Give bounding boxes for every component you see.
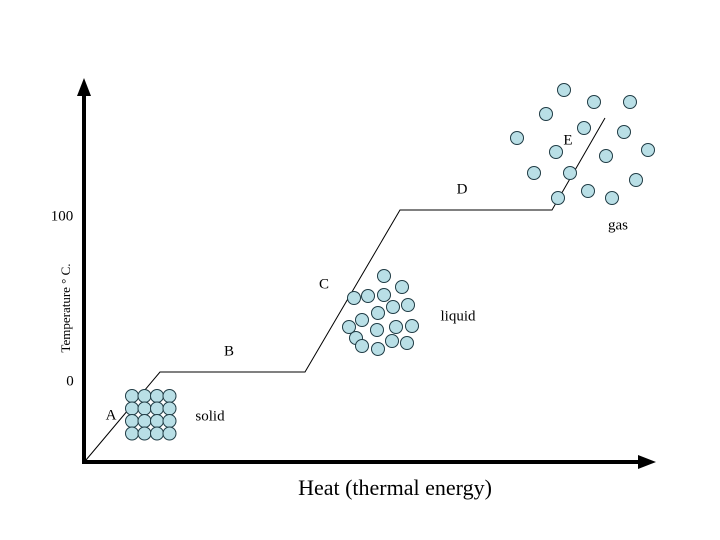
x-axis-arrow bbox=[638, 455, 656, 469]
gas-particle bbox=[587, 95, 601, 109]
tick-label: 100 bbox=[51, 208, 74, 224]
gas-particle bbox=[629, 173, 643, 187]
liquid-particle bbox=[342, 320, 356, 334]
liquid-particle bbox=[400, 336, 414, 350]
gas-particle bbox=[623, 95, 637, 109]
liquid-particle bbox=[371, 342, 385, 356]
solid-particle bbox=[162, 401, 177, 416]
solid-particle bbox=[125, 401, 139, 416]
solid-particle bbox=[125, 426, 139, 441]
phase-label: solid bbox=[195, 408, 225, 424]
y-axis-label: Temperature ° C. bbox=[58, 263, 73, 352]
tick-label: 0 bbox=[66, 373, 74, 389]
phase-label: gas bbox=[608, 217, 628, 233]
solid-particle bbox=[162, 426, 177, 441]
gas-particle bbox=[510, 131, 524, 145]
gas-particle bbox=[577, 121, 591, 135]
liquid-particle bbox=[361, 289, 375, 303]
gas-particle bbox=[527, 166, 541, 180]
solid-particle bbox=[162, 414, 177, 428]
axes bbox=[77, 78, 656, 469]
liquid-particle bbox=[370, 323, 384, 337]
liquid-particle bbox=[371, 306, 385, 320]
point-label: B bbox=[224, 343, 234, 359]
solid-particle bbox=[150, 401, 164, 416]
liquid-particle bbox=[355, 339, 369, 353]
point-label: A bbox=[106, 407, 117, 423]
liquid-particle bbox=[401, 298, 415, 312]
gas-particle bbox=[617, 125, 631, 139]
gas-particle bbox=[549, 145, 563, 159]
liquid-particle bbox=[386, 300, 400, 314]
solid-particle bbox=[125, 389, 139, 403]
gas-particle bbox=[563, 166, 577, 180]
liquid-particle bbox=[389, 320, 403, 334]
liquid-particle bbox=[347, 291, 361, 305]
solid-particle bbox=[162, 389, 177, 403]
gas-particle bbox=[599, 149, 613, 163]
gas-particle bbox=[539, 107, 553, 121]
point-label: D bbox=[457, 181, 468, 197]
liquid-particle bbox=[395, 280, 409, 294]
solid-particle bbox=[150, 389, 164, 403]
liquid-particle bbox=[355, 313, 369, 327]
gas-particle bbox=[557, 83, 571, 97]
solid-particle bbox=[150, 426, 164, 441]
gas-particle bbox=[551, 191, 565, 205]
liquid-particle bbox=[385, 334, 399, 348]
x-axis-label: Heat (thermal energy) bbox=[298, 475, 492, 500]
gas-particle bbox=[581, 184, 595, 198]
liquid-particle bbox=[377, 288, 391, 302]
solid-particle bbox=[137, 389, 152, 403]
point-label: C bbox=[319, 276, 329, 292]
solid-particle bbox=[137, 414, 152, 428]
solid-particle bbox=[137, 426, 152, 441]
gas-particle bbox=[641, 143, 655, 157]
particles bbox=[125, 83, 655, 441]
phase-label: liquid bbox=[440, 308, 476, 324]
point-label: E bbox=[563, 132, 572, 148]
liquid-particle bbox=[377, 269, 391, 283]
gas-particle bbox=[605, 191, 619, 205]
solid-particle bbox=[150, 414, 164, 428]
solid-particle bbox=[137, 401, 152, 416]
y-axis-arrow bbox=[77, 78, 91, 96]
solid-particle bbox=[125, 414, 139, 428]
liquid-particle bbox=[405, 319, 419, 333]
